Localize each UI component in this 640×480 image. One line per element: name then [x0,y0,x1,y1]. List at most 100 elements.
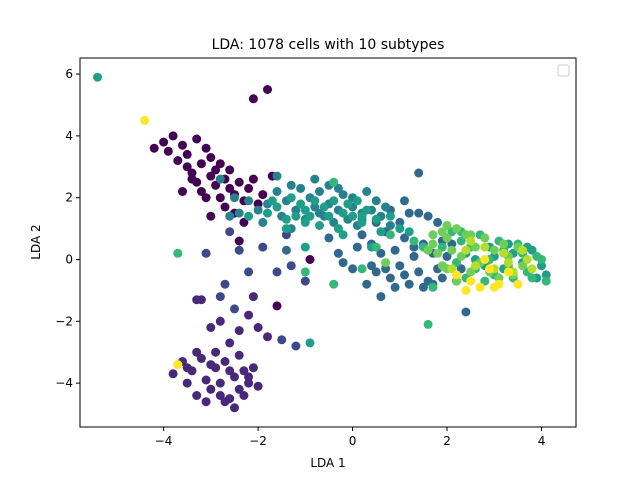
data-point-subtype-3-11 [202,249,211,258]
data-point-subtype-4-32 [433,218,442,227]
data-point-subtype-8-26 [381,258,390,267]
data-point-subtype-3-3 [244,267,253,276]
data-point-subtype-7-23 [428,283,437,292]
y-tick-label: 6 [65,67,73,81]
data-point-subtype-2-22 [225,366,234,375]
y-tick-label: 2 [65,191,73,205]
data-point-subtype-7-28 [301,267,310,276]
data-point-subtype-6-14 [329,196,338,205]
data-point-subtype-2-38 [206,323,215,332]
data-point-subtype-1-27 [244,184,253,193]
data-point-subtype-4-25 [348,264,357,273]
data-point-subtype-6-11 [315,221,324,230]
data-point-subtype-1-41 [273,301,282,310]
data-point-subtype-4-36 [282,246,291,255]
data-point-subtype-7-11 [542,277,551,286]
data-point-subtype-5-37 [235,209,244,218]
data-point-subtype-6-18 [348,212,357,221]
data-point-subtype-4-45 [353,243,362,252]
data-point-subtype-1-5 [173,156,182,165]
y-tick-label: 4 [65,129,73,143]
data-point-subtype-7-30 [386,230,395,239]
data-point-subtype-8-25 [438,227,447,236]
data-point-subtype-5-6 [273,187,282,196]
data-point-subtype-2-29 [221,397,230,406]
data-point-subtype-1-37 [249,94,258,103]
data-point-subtype-1-6 [178,141,187,150]
data-point-subtype-2-27 [202,397,211,406]
data-point-subtype-4-12 [414,267,423,276]
x-tick-label: 0 [349,434,357,448]
data-point-subtype-4-34 [400,196,409,205]
data-point-subtype-3-2 [221,280,230,289]
data-point-subtype-4-1 [358,230,367,239]
data-point-subtype-9-12 [523,255,532,264]
data-point-subtype-2-20 [206,360,215,369]
data-point-subtype-10-8 [504,267,513,276]
data-point-subtype-1-1 [150,144,159,153]
data-point-subtype-1-28 [249,175,258,184]
data-point-subtype-7-27 [173,249,182,258]
data-point-subtype-1-3 [164,147,173,156]
data-point-subtype-10-9 [513,280,522,289]
scatter-points [93,73,551,413]
data-point-subtype-7-31 [410,237,419,246]
data-point-subtype-2-34 [216,317,225,326]
data-point-subtype-9-10 [466,237,475,246]
data-point-subtype-9-8 [528,264,537,273]
data-point-subtype-2-1 [169,369,178,378]
data-point-subtype-2-36 [254,323,263,332]
data-point-subtype-5-3 [244,196,253,205]
data-point-subtype-8-12 [490,246,499,255]
data-point-subtype-2-8 [206,385,215,394]
data-point-subtype-4-11 [410,252,419,261]
data-point-subtype-5-29 [386,221,395,230]
data-point-subtype-6-3 [273,203,282,212]
data-point-subtype-6-13 [324,212,333,221]
data-point-subtype-5-38 [225,212,234,221]
data-point-subtype-2-31 [225,338,234,347]
data-point-subtype-5-30 [273,172,282,181]
data-point-subtype-6-48 [358,212,367,221]
data-point-subtype-6-46 [339,230,348,239]
data-point-subtype-4-7 [391,246,400,255]
data-point-subtype-4-10 [405,280,414,289]
data-point-subtype-2-40 [197,295,206,304]
data-point-subtype-6-5 [287,193,296,202]
data-point-subtype-1-2 [159,138,168,147]
data-point-subtype-4-6 [386,274,395,283]
y-axis-label: LDA 2 [29,224,43,259]
data-point-subtype-1-23 [225,165,234,174]
data-point-subtype-1-43 [235,237,244,246]
data-point-subtype-7-29 [329,280,338,289]
data-point-subtype-6-23 [376,227,385,236]
data-point-subtype-3-14 [216,292,225,301]
data-point-subtype-1-33 [221,203,230,212]
data-point-subtype-8-10 [480,233,489,242]
data-point-subtype-10-10 [461,286,470,295]
data-point-subtype-6-24 [386,212,395,221]
data-point-subtype-6-25 [395,224,404,233]
data-point-subtype-2-37 [263,332,272,341]
data-point-subtype-6-17 [343,199,352,208]
data-point-subtype-6-43 [301,243,310,252]
data-point-subtype-6-26 [405,227,414,236]
data-point-subtype-1-4 [169,131,178,140]
data-point-subtype-8-21 [452,224,461,233]
data-point-subtype-4-23 [362,280,371,289]
chart-title: LDA: 1078 cells with 10 subtypes [212,37,445,53]
data-point-subtype-4-46 [461,308,470,317]
data-point-subtype-1-40 [306,255,315,264]
data-point-subtype-1-36 [258,190,267,199]
data-point-subtype-1-38 [263,85,272,94]
data-point-subtype-2-24 [235,351,244,360]
data-point-subtype-6-6 [291,212,300,221]
data-point-subtype-4-19 [400,270,409,279]
legend-box [558,65,569,76]
data-point-subtype-4-40 [438,274,447,283]
data-point-subtype-10-5 [476,283,485,292]
data-point-subtype-1-10 [192,135,201,144]
data-point-subtype-7-34 [372,243,381,252]
data-point-subtype-10-3 [452,270,461,279]
data-point-subtype-6-41 [244,212,253,221]
